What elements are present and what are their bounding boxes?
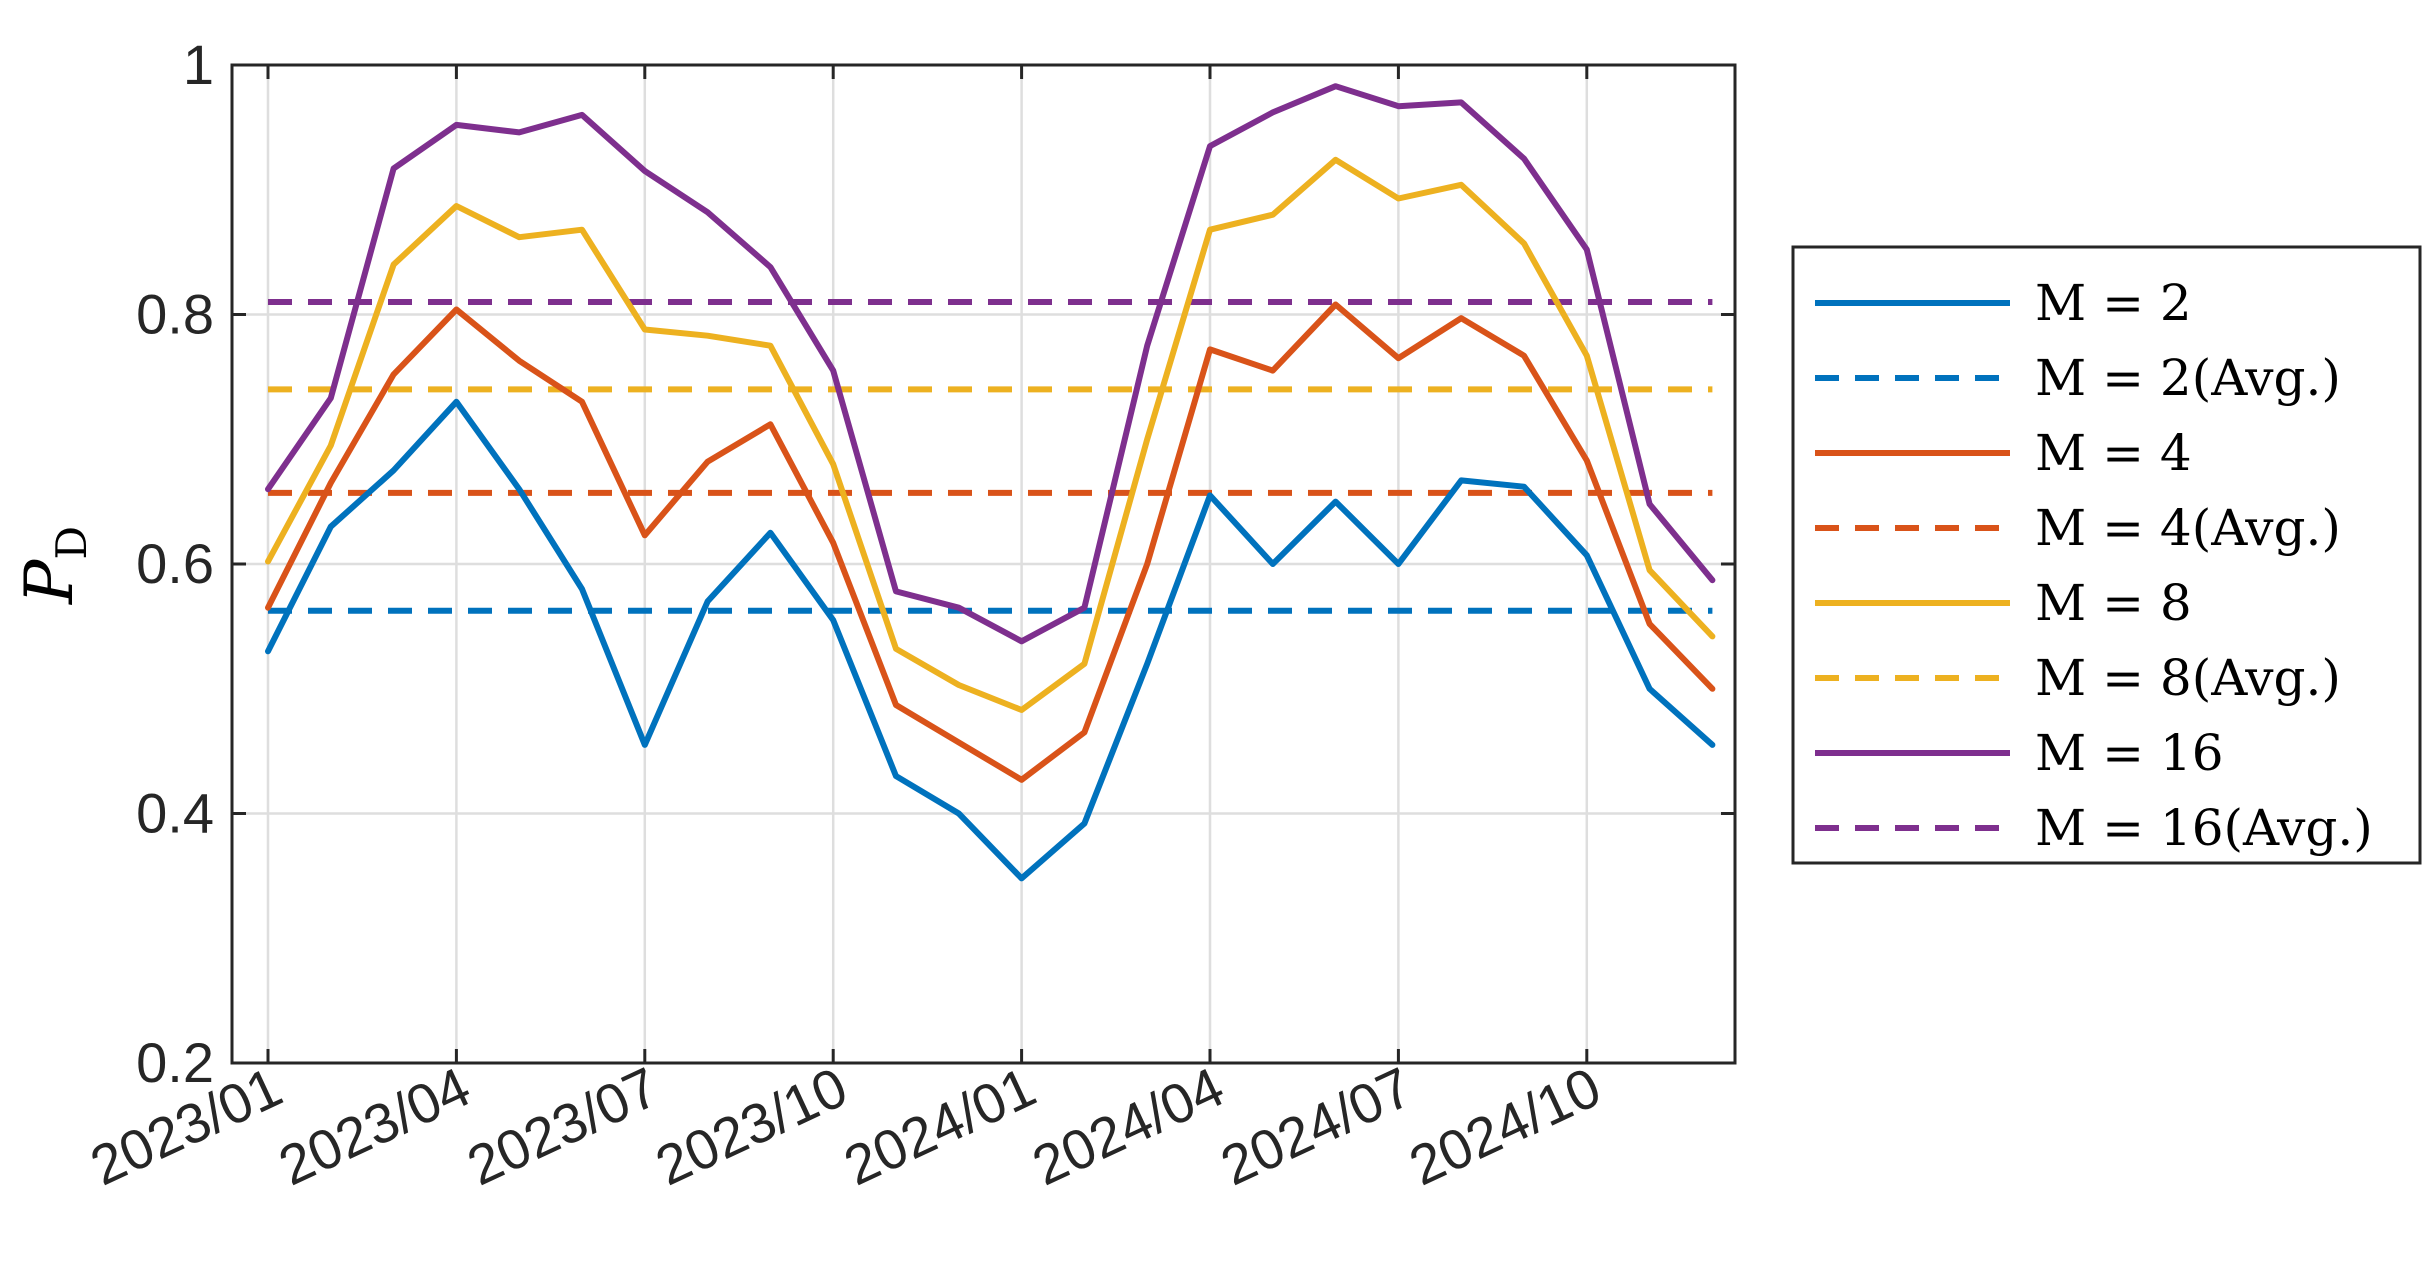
legend-label-m-2-avg: M = 2(Avg.) — [2035, 349, 2341, 407]
y-tick-labels: 0.2 0.4 0.6 0.8 1 — [136, 33, 214, 1094]
y-axis-label: PD — [11, 526, 96, 605]
legend-label-m-16-avg: M = 16(Avg.) — [2035, 799, 2373, 857]
legend-label-m-16: M = 16 — [2035, 724, 2224, 782]
series-line-m-4 — [265, 301, 1716, 783]
axis-ticks — [232, 63, 1735, 1065]
average-lines — [268, 299, 1713, 614]
legend-label-m-2: M = 2 — [2035, 274, 2192, 332]
y-axis-label-subscript: D — [47, 526, 96, 560]
y-tick-label: 0.8 — [136, 283, 214, 346]
legend-box — [1791, 245, 2422, 865]
y-axis-label-main: P — [11, 558, 88, 605]
y-tick-label: 0.2 — [136, 1031, 214, 1094]
series-lines — [265, 83, 1716, 882]
legend-label-m-8: M = 8 — [2035, 574, 2192, 632]
legend-label-m-8-avg: M = 8(Avg.) — [2035, 649, 2341, 707]
series-line-m-16 — [265, 83, 1716, 645]
y-tick-label: 1 — [183, 33, 214, 96]
y-tick-label: 0.6 — [136, 532, 214, 595]
legend: M = 2 M = 2(Avg.) M = 4 M = 4(Avg.) M = 8 M =… — [1791, 245, 2422, 865]
legend-label-m-4-avg: M = 4(Avg.) — [2035, 499, 2341, 557]
legend-label-m-4: M = 4 — [2035, 424, 2192, 482]
series-line-m-8 — [265, 156, 1716, 713]
series-line-m-2 — [265, 398, 1716, 882]
y-tick-label: 0.4 — [136, 782, 214, 845]
